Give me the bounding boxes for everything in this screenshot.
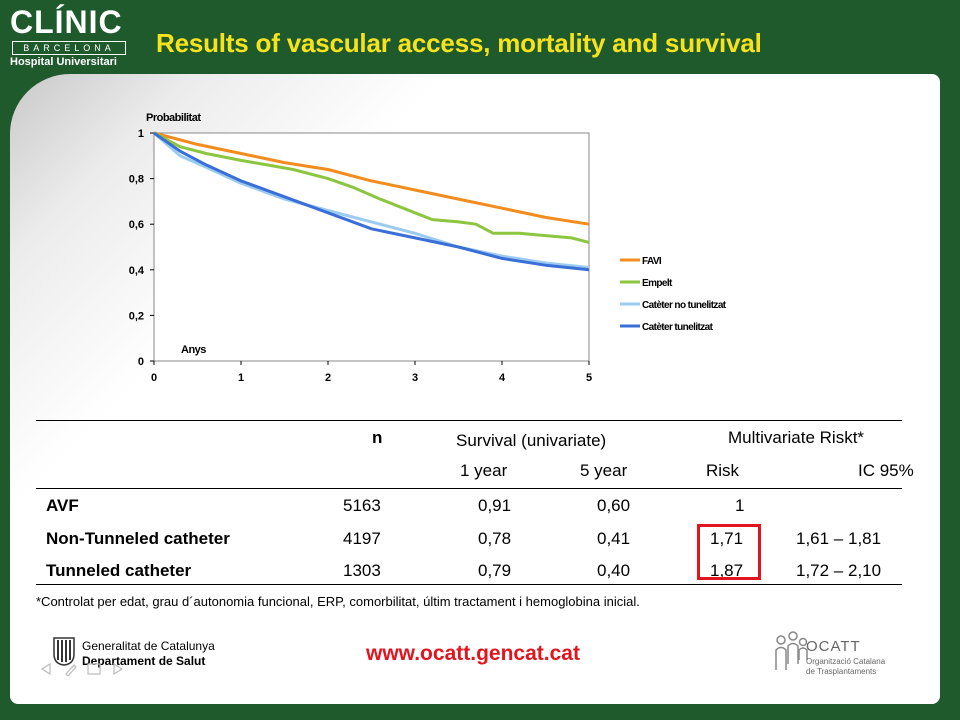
gencat-name: Generalitat de Catalunya — [82, 639, 215, 653]
col-survival-header: Survival (univariate) — [456, 431, 607, 450]
legend-entry: FAVI — [642, 256, 662, 267]
slide-title: Results of vascular access, mortality an… — [156, 28, 762, 58]
x-axis-label: Anys — [181, 344, 206, 356]
legend-entry: Empelt — [642, 278, 673, 289]
sub-risk-header: Risk — [706, 461, 740, 480]
row-risk: 1,87 — [710, 561, 744, 580]
footer-bar: Generalitat de Catalunya Departament de … — [36, 624, 910, 684]
y-tick-label: 0 — [138, 356, 144, 368]
legend-entry: Catèter tunelitzat — [642, 322, 714, 333]
clinic-logo: CLÍNIC BARCELONA Hospital Universitari — [8, 4, 126, 68]
row-risk: 1,71 — [710, 529, 744, 548]
nav-prev-icon[interactable] — [40, 662, 51, 676]
row-label: Non-Tunneled catheter — [46, 529, 230, 548]
row-ic: 1,72 – 2,10 — [796, 561, 882, 580]
risk-highlight-box — [697, 524, 761, 580]
series-line-3 — [153, 131, 590, 269]
plot-area — [153, 132, 590, 362]
gencat-department: Departament de Salut — [82, 654, 206, 668]
table-header-rule — [36, 488, 902, 489]
row-n: 5163 — [343, 496, 381, 515]
gencat-emblem-icon — [53, 637, 75, 666]
row-ic: 1,61 – 1,81 — [796, 529, 882, 548]
row-label: AVF — [46, 496, 79, 515]
series-line-1 — [153, 131, 590, 226]
sub-5year-header: 5 year — [580, 461, 628, 480]
sub-ic-header: IC 95% — [858, 461, 914, 480]
y-tick-label: 0,2 — [129, 310, 144, 322]
header-bar: CLÍNIC BARCELONA Hospital Universitari R… — [0, 0, 960, 74]
nav-menu-icon[interactable] — [87, 663, 101, 675]
footnote: *Controlat per edat, grau d´autonomia fu… — [36, 594, 640, 609]
y-tick-label: 0,4 — [129, 265, 145, 277]
nav-next-icon[interactable] — [113, 662, 124, 676]
row-1year: 0,79 — [478, 561, 512, 580]
ocatt-name: OCATT — [806, 638, 861, 655]
row-n: 1303 — [343, 561, 381, 580]
y-tick-label: 0,6 — [129, 219, 144, 231]
nav-pen-icon[interactable] — [65, 664, 77, 676]
row-5year: 0,40 — [597, 561, 631, 580]
survival-chart-svg: 0 0,2 0,4 0,6 0,8 1 0 1 2 3 4 5 Probabilitat Anys FAVI… — [129, 112, 728, 384]
row-risk: 1 — [735, 496, 745, 515]
survival-chart: 0 0,2 0,4 0,6 0,8 1 0 1 2 3 4 5 Probabilitat Anys FAVI… — [120, 104, 760, 404]
row-n: 4197 — [343, 529, 381, 548]
x-tick-label: 3 — [412, 372, 418, 384]
x-tick-label: 1 — [238, 372, 244, 384]
ocatt-people-icon — [775, 631, 808, 670]
row-1year: 0,91 — [478, 496, 512, 515]
y-axis-label: Probabilitat — [146, 112, 201, 124]
ocatt-subtitle-2: de Trasplantaments — [806, 667, 877, 676]
legend-entry: Catèter no tunelitzat — [642, 300, 727, 311]
logo-sub: Hospital Universitari — [10, 56, 117, 68]
table-top-rule — [36, 420, 902, 421]
y-tick-label: 0,8 — [129, 174, 144, 186]
row-5year: 0,41 — [597, 529, 631, 548]
row-1year: 0,78 — [478, 529, 512, 548]
ocatt-subtitle-1: Organització Catalana — [806, 657, 886, 666]
x-tick-label: 2 — [325, 372, 331, 384]
series-line-2 — [153, 131, 590, 244]
row-5year: 0,60 — [597, 496, 631, 515]
table-bottom-rule — [36, 584, 902, 585]
ocatt-url-link[interactable]: www.ocatt.gencat.cat — [366, 642, 580, 665]
row-label: Tunneled catheter — [46, 561, 192, 580]
x-tick-label: 0 — [151, 372, 157, 384]
x-tick-label: 5 — [586, 372, 592, 384]
col-n-header: n — [372, 428, 383, 447]
logo-city: BARCELONA — [12, 41, 126, 55]
logo-main: CLÍNIC — [10, 4, 123, 40]
series-line-4 — [153, 131, 590, 272]
sub-1year-header: 1 year — [460, 461, 508, 480]
x-tick-label: 4 — [499, 372, 506, 384]
slide-nav-controls — [40, 662, 124, 676]
y-tick-label: 1 — [138, 128, 144, 140]
col-multivariate-header: Multivariate Riskt* — [728, 428, 865, 447]
